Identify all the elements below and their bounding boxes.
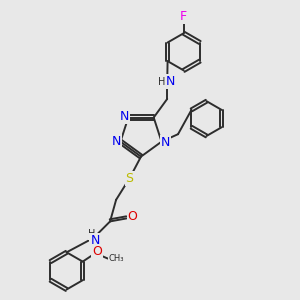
Text: O: O <box>92 245 102 258</box>
Text: S: S <box>126 172 134 185</box>
Text: N: N <box>161 136 170 149</box>
Text: H: H <box>88 229 96 239</box>
Text: CH₃: CH₃ <box>109 254 124 263</box>
Text: N: N <box>120 110 129 123</box>
Text: N: N <box>166 75 175 88</box>
Text: N: N <box>90 234 100 247</box>
Text: H: H <box>158 77 166 87</box>
Text: N: N <box>112 135 121 148</box>
Text: F: F <box>180 10 187 23</box>
Text: O: O <box>128 210 137 224</box>
